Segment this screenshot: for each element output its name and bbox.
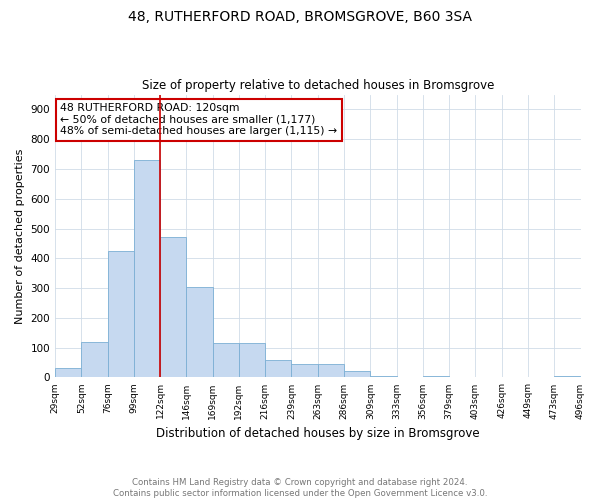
Bar [82,342,107,378]
Bar [55,368,82,378]
Bar [423,376,449,378]
Text: 48 RUTHERFORD ROAD: 120sqm
← 50% of detached houses are smaller (1,177)
48% of s: 48 RUTHERFORD ROAD: 120sqm ← 50% of deta… [60,103,337,136]
Bar [212,343,239,378]
X-axis label: Distribution of detached houses by size in Bromsgrove: Distribution of detached houses by size … [156,427,479,440]
Bar [265,360,292,378]
Bar [292,364,318,378]
Bar [370,376,397,378]
Text: 48, RUTHERFORD ROAD, BROMSGROVE, B60 3SA: 48, RUTHERFORD ROAD, BROMSGROVE, B60 3SA [128,10,472,24]
Bar [160,238,187,378]
Bar [318,364,344,378]
Bar [107,251,134,378]
Text: Contains HM Land Registry data © Crown copyright and database right 2024.
Contai: Contains HM Land Registry data © Crown c… [113,478,487,498]
Y-axis label: Number of detached properties: Number of detached properties [15,148,25,324]
Bar [239,343,265,378]
Bar [344,372,370,378]
Bar [554,376,580,378]
Bar [134,160,160,378]
Title: Size of property relative to detached houses in Bromsgrove: Size of property relative to detached ho… [142,79,494,92]
Bar [187,286,212,378]
